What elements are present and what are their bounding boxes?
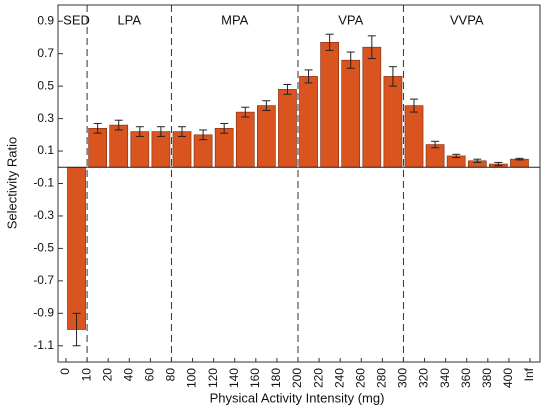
x-tick-label: 340 — [438, 368, 452, 388]
error-bar — [473, 158, 482, 163]
bar — [214, 128, 234, 168]
error-bar — [515, 157, 524, 161]
bar — [88, 128, 107, 168]
zone-label: VVPA — [450, 12, 484, 27]
x-tick-label: 200 — [290, 368, 304, 388]
error-bar — [367, 35, 376, 60]
x-tick-label: 40 — [121, 368, 135, 382]
x-tick-label: 20 — [100, 368, 114, 382]
error-bar — [72, 312, 81, 347]
bar — [341, 59, 361, 168]
x-tick-label: 180 — [269, 368, 283, 388]
x-tick-label: 300 — [396, 368, 410, 388]
y-tick-label: -0.9 — [33, 305, 54, 319]
x-tick-label: 160 — [248, 368, 262, 388]
x-tick-label: 10 — [79, 368, 93, 382]
zone-label: LPA — [117, 12, 141, 27]
error-bar — [199, 129, 208, 141]
bar — [404, 105, 424, 168]
bar — [278, 89, 297, 168]
x-tick-label: 280 — [375, 368, 389, 388]
bar — [67, 166, 86, 330]
y-tick-label: -1.1 — [33, 338, 54, 352]
y-tick-label: -0.5 — [33, 241, 54, 255]
error-bar — [388, 66, 397, 87]
x-tick-label: 380 — [480, 368, 494, 388]
x-axis-label: Physical Activity Intensity (mg) — [210, 390, 385, 405]
y-tick-label: 0.7 — [37, 46, 54, 60]
x-tick-label: 140 — [227, 368, 241, 388]
zone-label: MPA — [221, 12, 249, 27]
error-bar — [494, 161, 503, 167]
error-bar — [114, 119, 123, 131]
error-bar — [241, 106, 250, 118]
x-tick-label: 260 — [353, 368, 367, 388]
x-tick-label: 320 — [417, 368, 431, 388]
error-bar — [93, 122, 102, 134]
bar — [383, 76, 403, 168]
y-axis-label: Selectivity Ratio — [4, 137, 19, 229]
bar — [235, 111, 255, 168]
x-tick-label: 120 — [206, 368, 220, 388]
x-tick-label: 60 — [143, 368, 157, 382]
plot-frame — [57, 4, 541, 363]
bar — [257, 105, 276, 168]
x-tick-label: 400 — [501, 368, 515, 388]
x-tick-label: 220 — [311, 368, 325, 388]
bar — [320, 42, 339, 168]
error-bar — [410, 98, 418, 113]
error-bar — [220, 122, 229, 134]
error-bar — [304, 69, 313, 84]
y-tick-label: 0.5 — [37, 78, 54, 92]
x-tick-label: 80 — [164, 368, 178, 382]
error-bar — [262, 100, 271, 111]
x-tick-label: Inf — [522, 367, 536, 381]
y-tick-label: -0.3 — [33, 208, 54, 222]
x-tick-label: 360 — [459, 368, 473, 388]
error-bar — [346, 51, 355, 69]
error-bar — [452, 153, 461, 159]
bar — [109, 124, 129, 168]
error-bar — [135, 126, 144, 137]
y-tick-label: 0.1 — [37, 143, 54, 157]
x-tick-label: 100 — [185, 368, 199, 388]
zone-label: VPA — [338, 12, 363, 27]
bar — [299, 76, 318, 168]
error-bar — [178, 126, 186, 137]
zone-label: SED — [63, 12, 90, 27]
y-tick-label: 0.9 — [37, 13, 54, 27]
x-tick-label: 0 — [58, 368, 72, 375]
error-bar — [431, 140, 440, 149]
bar — [362, 46, 382, 168]
error-bar — [325, 33, 334, 51]
y-tick-label: 0.3 — [37, 111, 54, 125]
y-tick-label: -0.1 — [33, 176, 54, 190]
y-tick-label: -0.7 — [33, 273, 54, 287]
error-bar — [283, 84, 292, 95]
error-bar — [156, 126, 165, 137]
x-tick-label: 240 — [332, 368, 346, 388]
